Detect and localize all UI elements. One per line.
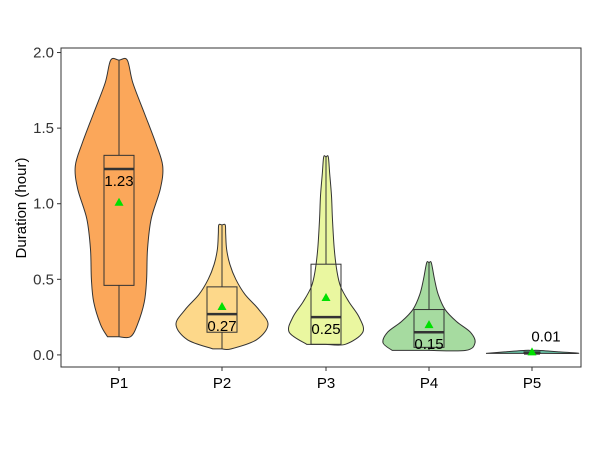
iqr-box	[413, 309, 445, 348]
iqr-box	[206, 286, 238, 333]
x-category-label: P3	[317, 375, 335, 392]
median-value-label: 0.15	[414, 336, 443, 353]
y-tick-label: 2.0	[33, 45, 54, 62]
mean-marker	[217, 302, 227, 311]
x-category-label: P1	[110, 375, 128, 392]
median-value-label: 0.01	[531, 328, 560, 345]
iqr-box	[310, 263, 342, 345]
x-category-label: P5	[523, 375, 541, 392]
median-value-label: 0.25	[311, 321, 340, 338]
y-tick-label: 1.5	[33, 120, 54, 137]
violin-group-p2: 0.27	[175, 223, 269, 351]
median-value-label: 0.27	[207, 318, 236, 335]
y-axis: 0.0 0.5 1.0 1.5 2.0	[33, 45, 61, 364]
x-category-label: P2	[213, 375, 231, 392]
violin-group-p3: 0.25	[287, 155, 365, 346]
y-tick-label: 1.0	[33, 196, 54, 213]
x-axis: P1 P2 P3 P4 P5	[110, 367, 541, 392]
violin-group-p1: 1.23	[74, 57, 164, 339]
y-tick-label: 0.5	[33, 271, 54, 288]
mean-marker	[321, 292, 331, 301]
violin-group-p4: 0.15	[382, 260, 476, 353]
violins-layer: 1.23 0.27 0.25 0.15 0.01	[74, 57, 580, 356]
y-axis-title: Duration (hour)	[13, 158, 30, 259]
mean-marker	[424, 320, 434, 329]
x-category-label: P4	[420, 375, 438, 392]
y-tick-label: 0.0	[33, 347, 54, 364]
violin-group-p5: 0.01	[485, 328, 580, 356]
iqr-box	[103, 154, 135, 286]
median-value-label: 1.23	[104, 173, 133, 190]
mean-marker	[527, 347, 537, 356]
mean-marker	[114, 197, 124, 206]
